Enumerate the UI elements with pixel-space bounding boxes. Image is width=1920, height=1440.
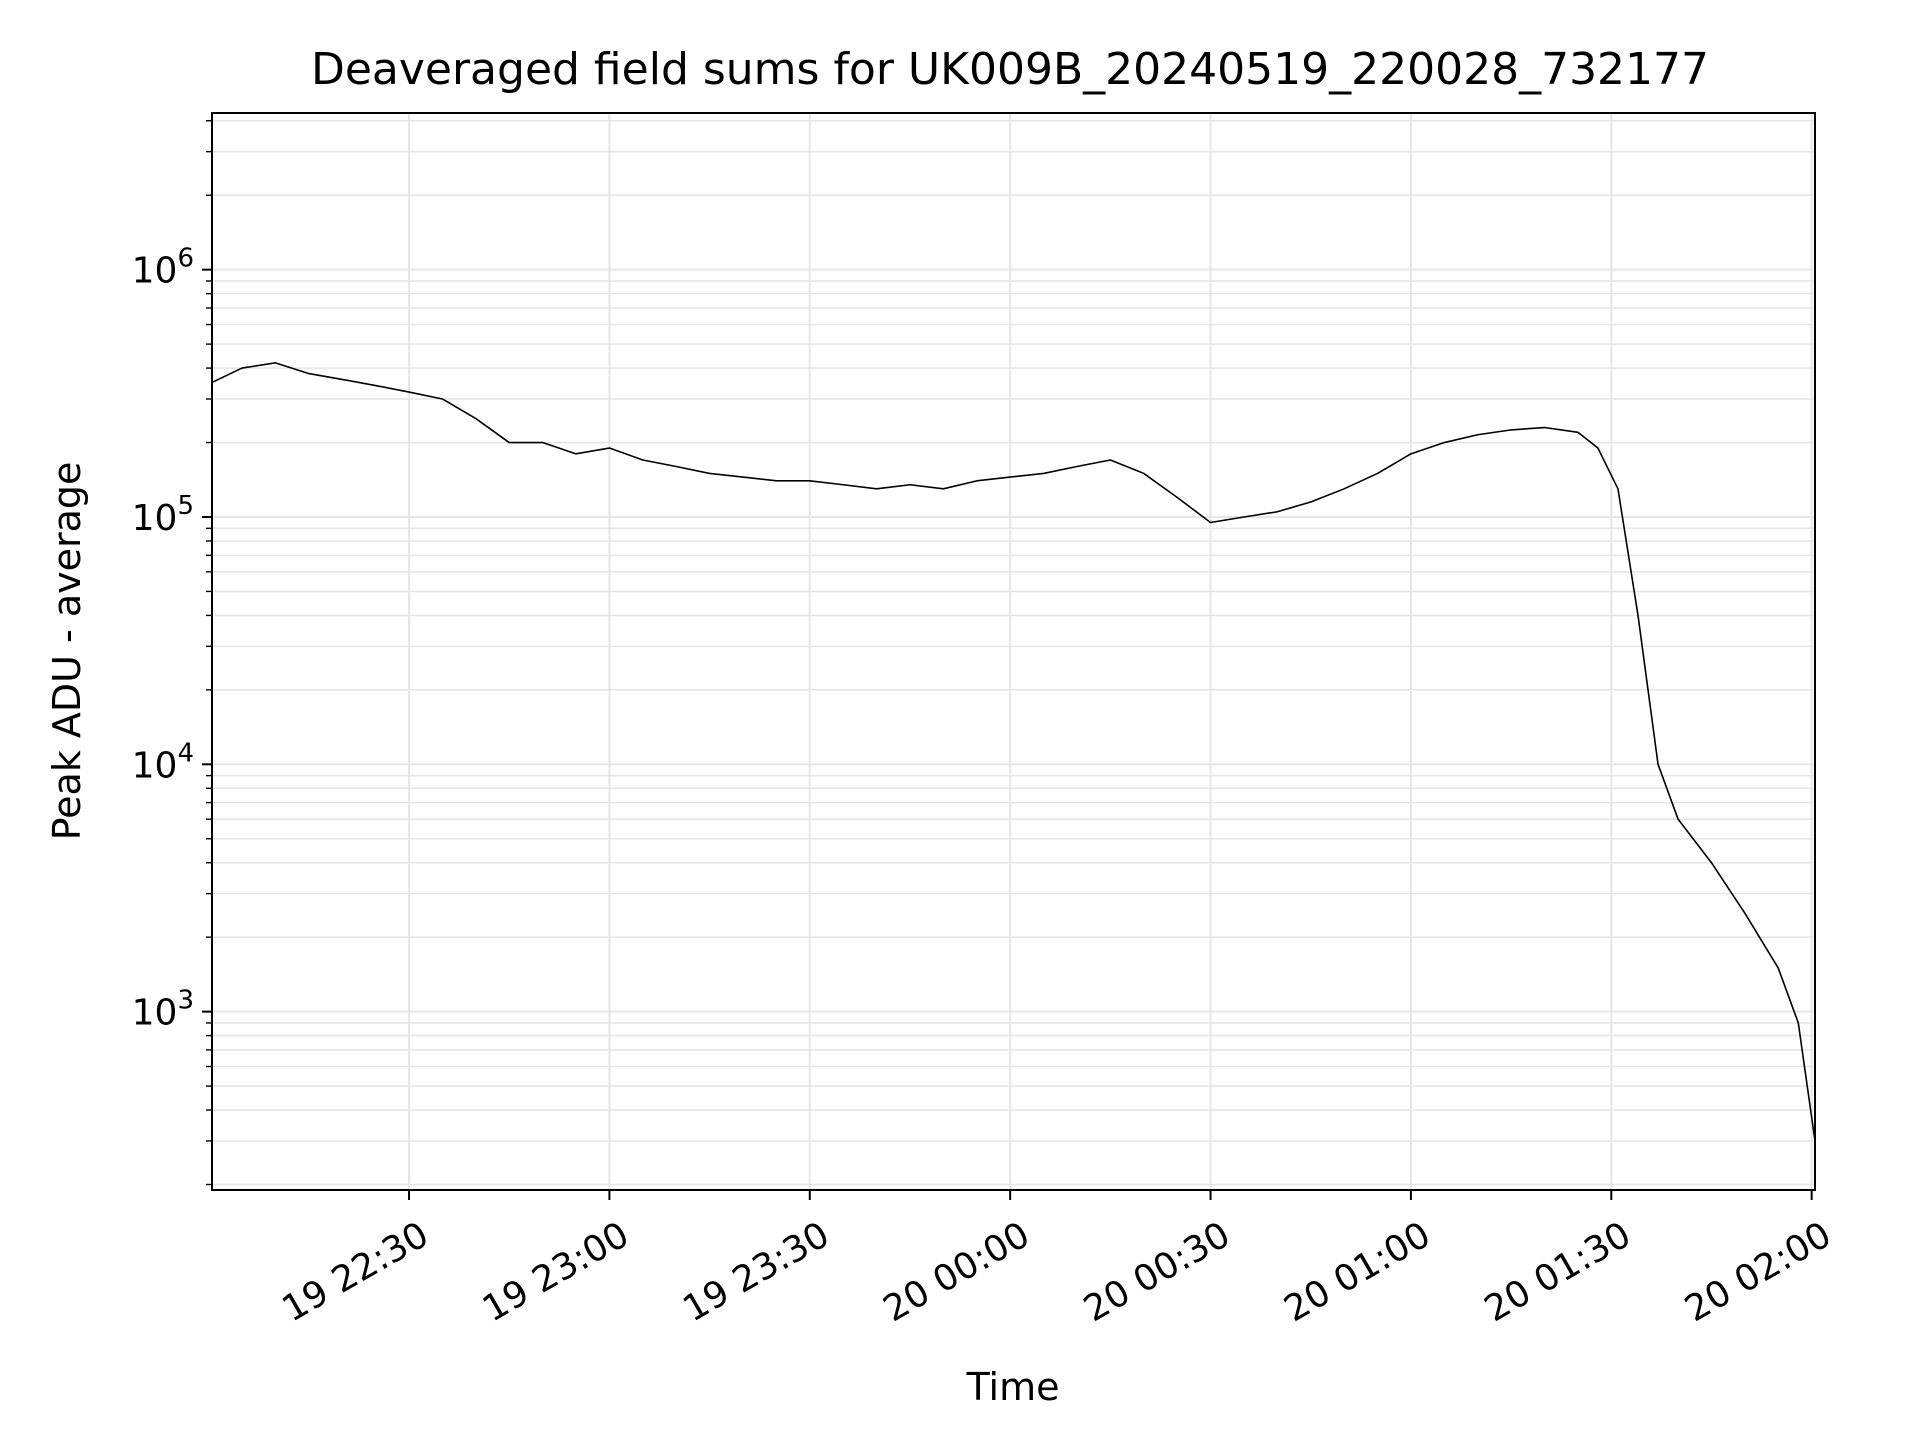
y-tick-label: 103 bbox=[132, 986, 194, 1034]
x-axis-label: Time bbox=[966, 1365, 1060, 1409]
plot-frame bbox=[211, 112, 1816, 1191]
series-line bbox=[211, 362, 1816, 1142]
y-tick-label: 106 bbox=[132, 244, 194, 292]
y-tick-label: 105 bbox=[132, 491, 194, 539]
series-group bbox=[211, 362, 1816, 1142]
chart-title: Deaveraged field sums for UK009B_2024051… bbox=[311, 44, 1709, 95]
y-axis: 103 104 105 106 bbox=[132, 120, 212, 1186]
grid bbox=[212, 113, 1815, 1190]
y-axis-label: Peak ADU - average bbox=[45, 462, 89, 841]
y-tick-label: 104 bbox=[132, 738, 194, 786]
